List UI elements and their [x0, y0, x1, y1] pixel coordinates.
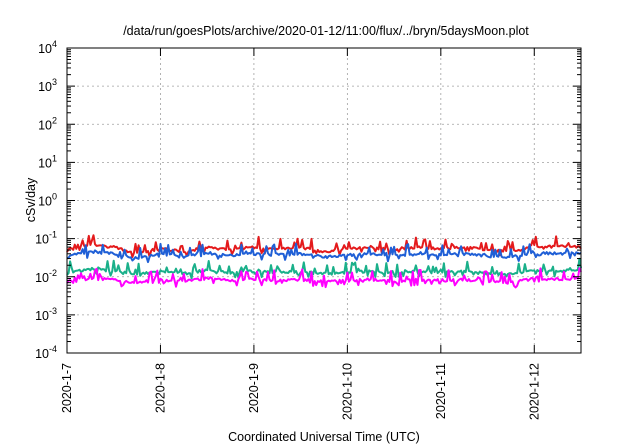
y-tick-label: 10-4	[35, 344, 57, 361]
grid-lines	[67, 48, 581, 353]
series-line-3	[66, 257, 582, 280]
y-axis-label: cSv/day	[24, 177, 38, 222]
y-tick-label: 104	[38, 39, 57, 56]
y-tick-label: 100	[38, 192, 57, 209]
series-lines	[66, 234, 582, 289]
x-axis-label: Coordinated Universal Time (UTC)	[228, 430, 420, 444]
series-line-4	[66, 267, 582, 289]
y-tick-label: 101	[38, 153, 57, 170]
chart-title: /data/run/goesPlots/archive/2020-01-12/1…	[123, 24, 529, 38]
series-line-2	[66, 242, 582, 264]
x-tick-label: 2020-1-7	[60, 363, 74, 413]
y-tick-label: 10-3	[35, 306, 57, 323]
x-tick-label: 2020-1-10	[340, 363, 354, 420]
y-tick-label: 103	[38, 77, 57, 94]
x-tick-label: 2020-1-8	[153, 363, 167, 413]
x-tick-label: 2020-1-11	[434, 363, 448, 419]
x-tick-label: 2020-1-12	[527, 363, 541, 420]
y-tick-label: 102	[38, 115, 57, 132]
x-tick-label: 2020-1-9	[247, 363, 261, 413]
y-tick-label: 10-1	[35, 230, 57, 247]
y-tick-label: 10-2	[35, 268, 57, 285]
plot-frame	[66, 47, 582, 354]
axis-ticks: 10-4 10-3 10-2 10-1 100 101 102 103 104 2020-1-7 2…	[35, 39, 581, 420]
